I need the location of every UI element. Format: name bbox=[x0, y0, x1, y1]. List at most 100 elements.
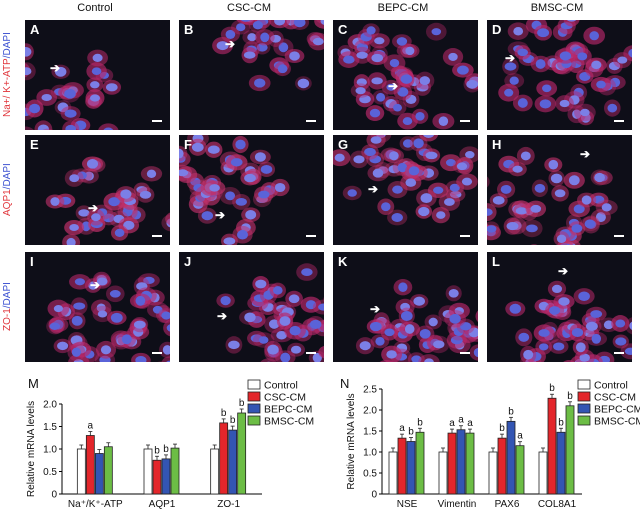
panel-letter: L bbox=[492, 254, 500, 269]
row-label-aqp1: AQP1/DAPI bbox=[2, 135, 20, 245]
scale-bar bbox=[460, 120, 470, 122]
significance-label: b bbox=[221, 408, 227, 419]
row-stain: /DAPI bbox=[2, 282, 13, 309]
legend-swatch bbox=[247, 415, 261, 426]
panel-letter: F bbox=[184, 137, 192, 152]
y-tick-label: 2.5 bbox=[363, 385, 377, 396]
y-tick-label: 0 bbox=[371, 490, 377, 501]
bar bbox=[515, 445, 525, 495]
panel-label-n: N bbox=[340, 376, 350, 391]
micrograph-image bbox=[505, 280, 632, 362]
micrograph-image bbox=[45, 156, 170, 245]
significance-label: b bbox=[549, 383, 555, 394]
micrograph-panel: E ➔ bbox=[25, 135, 170, 245]
bar bbox=[547, 397, 557, 495]
panel-letter: J bbox=[184, 254, 192, 269]
bar bbox=[103, 446, 113, 495]
x-tick-label: PAX6 bbox=[495, 499, 520, 510]
arrow-icon: ➔ bbox=[368, 182, 379, 196]
y-tick-label: 1.0 bbox=[363, 448, 377, 459]
row-stain: /DAPI bbox=[2, 163, 13, 190]
x-tick-label: AQP1 bbox=[149, 499, 176, 510]
panel-letter: H bbox=[492, 137, 502, 152]
bar bbox=[415, 431, 425, 495]
significance-label: b bbox=[163, 444, 169, 455]
legend-label: BEPC-CM bbox=[594, 404, 640, 416]
scale-bar bbox=[152, 120, 162, 122]
x-tick-label: Vimentin bbox=[438, 499, 477, 510]
legend-swatch bbox=[577, 415, 591, 426]
micrograph-panel: K ➔ bbox=[333, 252, 478, 362]
column-heading-bmsc: BMSC-CM bbox=[530, 2, 584, 14]
arrow-icon: ➔ bbox=[50, 61, 61, 75]
arrow-icon: ➔ bbox=[88, 201, 99, 215]
legend-label: CSC-CM bbox=[264, 392, 306, 404]
row-marker: ZO-1 bbox=[2, 308, 13, 332]
micrograph-image bbox=[216, 263, 324, 362]
y-tick-label: 0 bbox=[51, 490, 57, 501]
legend-label: BMSC-CM bbox=[264, 416, 314, 428]
micrograph-panel: I ➔ bbox=[25, 252, 170, 362]
legend-swatch bbox=[577, 391, 591, 402]
bar bbox=[406, 441, 416, 495]
row-label-na-k-atp: Na+/ K+-ATP/DAPI bbox=[2, 20, 20, 130]
row-marker: Na+/ K+-ATP bbox=[2, 58, 13, 118]
arrow-icon: ➔ bbox=[580, 147, 591, 161]
legend-label: BEPC-CM bbox=[264, 404, 312, 416]
x-tick-label: COL8A1 bbox=[538, 499, 577, 510]
bar bbox=[152, 459, 162, 495]
bar bbox=[237, 412, 247, 495]
micrograph-panel: J ➔ bbox=[179, 252, 324, 362]
arrow-icon: ➔ bbox=[505, 51, 516, 65]
scale-bar bbox=[460, 235, 470, 237]
significance-label: a bbox=[458, 415, 464, 426]
x-tick-label: ZO-1 bbox=[217, 499, 240, 510]
bar bbox=[76, 448, 86, 495]
micrograph-image bbox=[25, 43, 122, 130]
micrograph-image bbox=[337, 22, 478, 130]
panel-letter: C bbox=[338, 22, 348, 37]
micrograph-panel: H ➔ bbox=[487, 135, 632, 245]
panel-label-m: M bbox=[28, 376, 39, 391]
micrograph-image bbox=[355, 279, 478, 362]
row-label-zo1: ZO-1/DAPI bbox=[2, 252, 20, 362]
significance-label: a bbox=[399, 423, 405, 434]
bar bbox=[497, 437, 507, 495]
scale-bar bbox=[460, 352, 470, 354]
significance-label: b bbox=[567, 391, 573, 402]
bar bbox=[397, 437, 407, 495]
bar bbox=[219, 422, 229, 495]
micrograph-panel: C ➔ bbox=[333, 20, 478, 130]
legend-label: BMSC-CM bbox=[594, 416, 640, 428]
bar bbox=[538, 451, 548, 495]
panel-letter: D bbox=[492, 22, 502, 37]
panel-letter: B bbox=[184, 22, 194, 37]
y-tick-label: 1.5 bbox=[43, 422, 57, 433]
column-heading-bepc: BEPC-CM bbox=[377, 2, 429, 14]
significance-label: a bbox=[449, 418, 455, 429]
legend-label: Control bbox=[594, 380, 628, 392]
arrow-icon: ➔ bbox=[225, 37, 236, 51]
bar bbox=[556, 431, 566, 495]
micrograph-image bbox=[46, 271, 170, 362]
row-marker: AQP1 bbox=[2, 189, 13, 217]
significance-label: b bbox=[408, 427, 414, 438]
significance-label: a bbox=[88, 421, 94, 432]
legend-swatch bbox=[577, 379, 591, 390]
micrograph-panel: F ➔ bbox=[179, 135, 324, 245]
micrograph-image bbox=[212, 20, 324, 92]
micrograph-image bbox=[179, 135, 290, 245]
y-tick-label: 1.5 bbox=[363, 427, 377, 438]
scale-bar bbox=[614, 120, 624, 122]
micrograph-panel: A ➔ bbox=[25, 20, 170, 130]
arrow-icon: ➔ bbox=[217, 309, 228, 323]
x-tick-label: NSE bbox=[397, 499, 418, 510]
bar bbox=[488, 451, 498, 495]
arrow-icon: ➔ bbox=[215, 208, 226, 222]
panel-letter: A bbox=[30, 22, 40, 37]
micrograph-image bbox=[333, 135, 478, 226]
significance-label: b bbox=[499, 423, 505, 434]
legend-label: Control bbox=[264, 380, 298, 392]
y-tick-label: 1.0 bbox=[43, 445, 57, 456]
y-tick-label: 2.0 bbox=[43, 400, 57, 411]
